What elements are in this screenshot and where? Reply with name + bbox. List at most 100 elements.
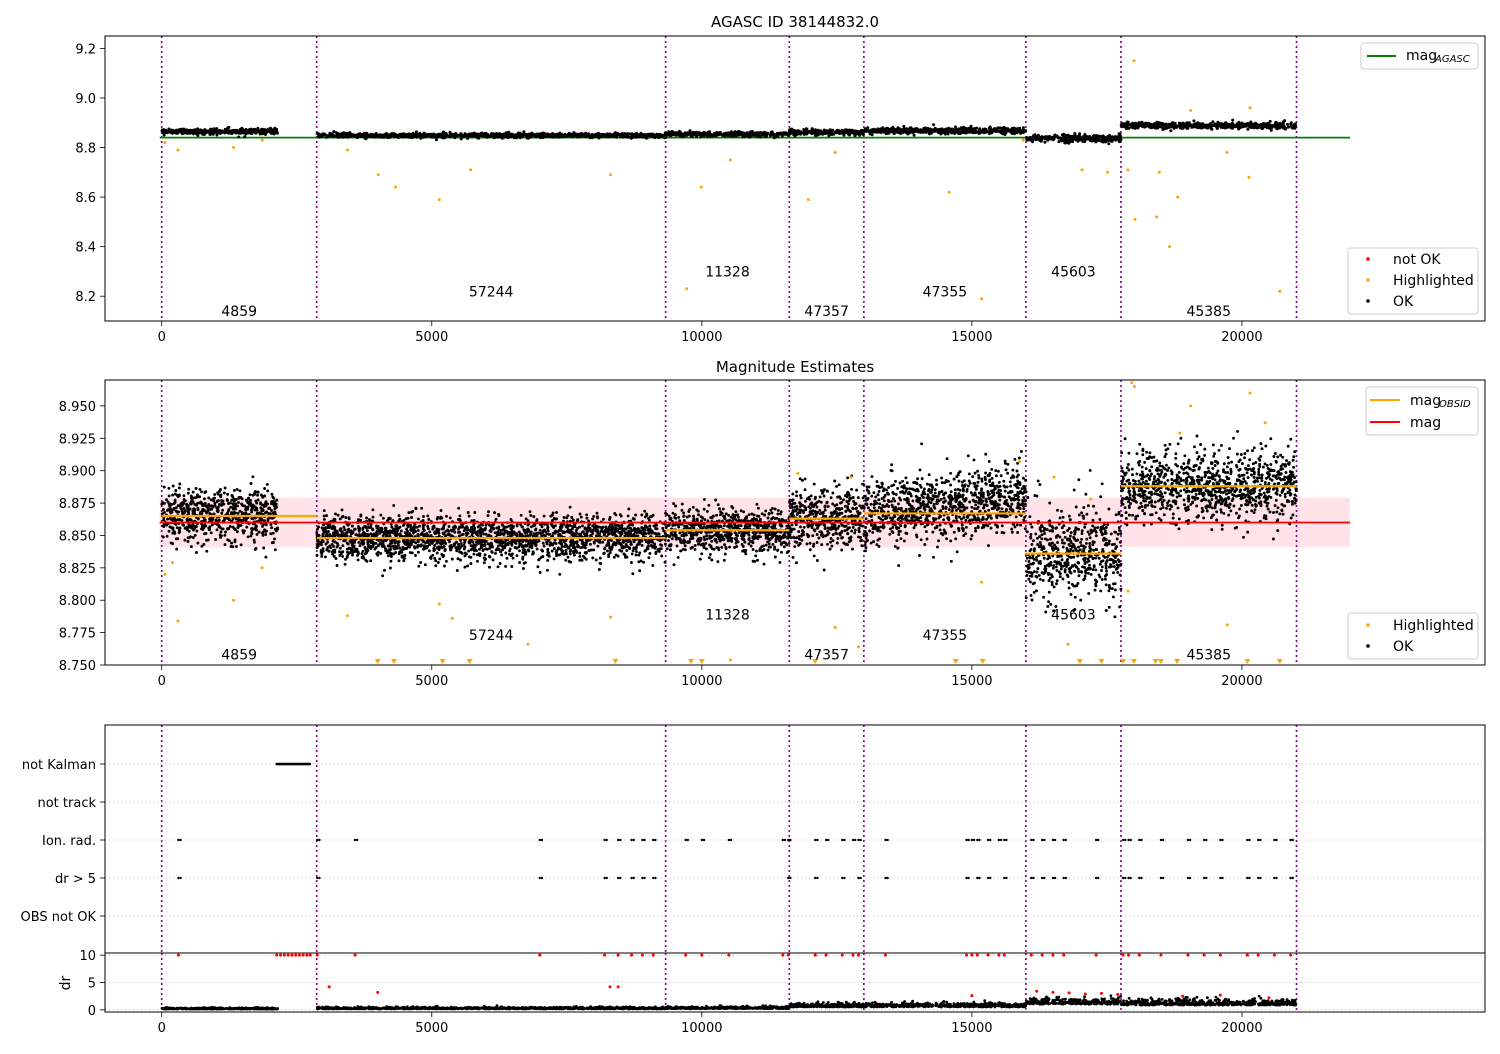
ok-point	[975, 127, 978, 130]
ok-point	[203, 523, 206, 526]
ok-point	[200, 512, 203, 515]
ok-point	[982, 128, 985, 131]
agasc-xtick-label: 10000	[681, 330, 722, 345]
ok-point	[185, 130, 188, 133]
ok-point	[219, 526, 222, 529]
ok-point	[242, 518, 245, 521]
ok-point	[581, 524, 584, 527]
ok-point	[770, 133, 773, 136]
ok-point	[1262, 124, 1265, 127]
ok-point	[236, 526, 239, 529]
ok-point	[708, 130, 711, 133]
ok-point	[739, 132, 742, 135]
ok-point	[596, 512, 599, 515]
highlighted-point	[685, 287, 688, 290]
ok-point	[778, 132, 781, 135]
ok-point	[842, 134, 845, 137]
ok-point	[552, 511, 555, 514]
ok-point	[234, 528, 237, 531]
ok-point	[223, 492, 226, 495]
ok-point	[574, 133, 577, 136]
ok-point	[214, 538, 217, 541]
ok-point	[256, 494, 259, 497]
ok-point	[1008, 129, 1011, 132]
agasc-ytick-label: 8.4	[75, 241, 96, 256]
ok-point	[270, 502, 273, 505]
ok-point	[590, 135, 593, 138]
ok-point	[170, 541, 173, 544]
ok-point	[1277, 124, 1280, 127]
ok-point	[455, 133, 458, 136]
ok-point	[342, 526, 345, 529]
highlighted-point	[1132, 59, 1135, 62]
ok-point	[190, 525, 193, 528]
highlighted-point	[1176, 196, 1179, 199]
ok-point	[1013, 132, 1016, 135]
ok-point	[214, 502, 217, 505]
ok-point	[188, 530, 191, 533]
ok-point	[182, 503, 185, 506]
ok-point	[727, 134, 730, 137]
ok-point	[178, 531, 181, 534]
ok-point	[187, 492, 190, 495]
ok-point	[168, 494, 171, 497]
ok-point	[196, 502, 199, 505]
ok-point	[1185, 127, 1188, 130]
ok-point	[272, 128, 275, 131]
ok-point	[459, 559, 462, 562]
ok-point	[192, 507, 195, 510]
ok-point	[932, 130, 935, 133]
ok-point	[634, 514, 637, 517]
ok-point	[220, 512, 223, 515]
ok-point	[210, 498, 213, 501]
agasc-ytick-label: 8.8	[75, 142, 96, 157]
ok-point	[389, 560, 392, 563]
ok-point	[451, 558, 454, 561]
ok-point	[513, 134, 516, 137]
agasc-obsid-label: 57244	[469, 284, 514, 300]
ok-point	[230, 542, 233, 545]
ok-point	[203, 497, 206, 500]
ok-point	[433, 544, 436, 547]
ok-point	[186, 518, 189, 521]
ok-point	[459, 133, 462, 136]
ok-point	[567, 556, 570, 559]
ok-point	[207, 507, 210, 510]
ok-point	[168, 503, 171, 506]
highlighted-point	[438, 198, 441, 201]
ok-point	[248, 131, 251, 134]
ok-point	[703, 131, 706, 134]
agasc-legend-point-marker	[1366, 278, 1370, 282]
ok-point	[497, 544, 500, 547]
ok-point	[218, 131, 221, 134]
ok-point	[221, 500, 224, 503]
ok-point	[761, 133, 764, 136]
ok-point	[1142, 123, 1145, 126]
ok-point	[241, 511, 244, 514]
ok-point	[395, 135, 398, 138]
ok-point	[1210, 128, 1213, 131]
ok-point	[965, 132, 968, 135]
ok-point	[417, 517, 420, 520]
ok-point	[1237, 128, 1240, 131]
ok-point	[637, 560, 640, 563]
ok-point	[261, 128, 264, 131]
ok-point	[1117, 136, 1120, 139]
ok-point	[793, 129, 796, 132]
ok-point	[249, 493, 252, 496]
ok-point	[236, 504, 239, 507]
highlighted-point	[980, 297, 983, 300]
ok-point	[406, 135, 409, 138]
ok-point	[166, 509, 169, 512]
ok-point	[484, 524, 487, 527]
ok-point	[487, 514, 490, 517]
ok-point	[410, 516, 413, 519]
ok-point	[1153, 123, 1156, 126]
ok-point	[253, 541, 256, 544]
ok-point	[227, 502, 230, 505]
ok-point	[263, 487, 266, 490]
ok-point	[493, 511, 496, 514]
ok-point	[487, 135, 490, 138]
ok-point	[512, 557, 515, 560]
ok-point	[171, 528, 174, 531]
